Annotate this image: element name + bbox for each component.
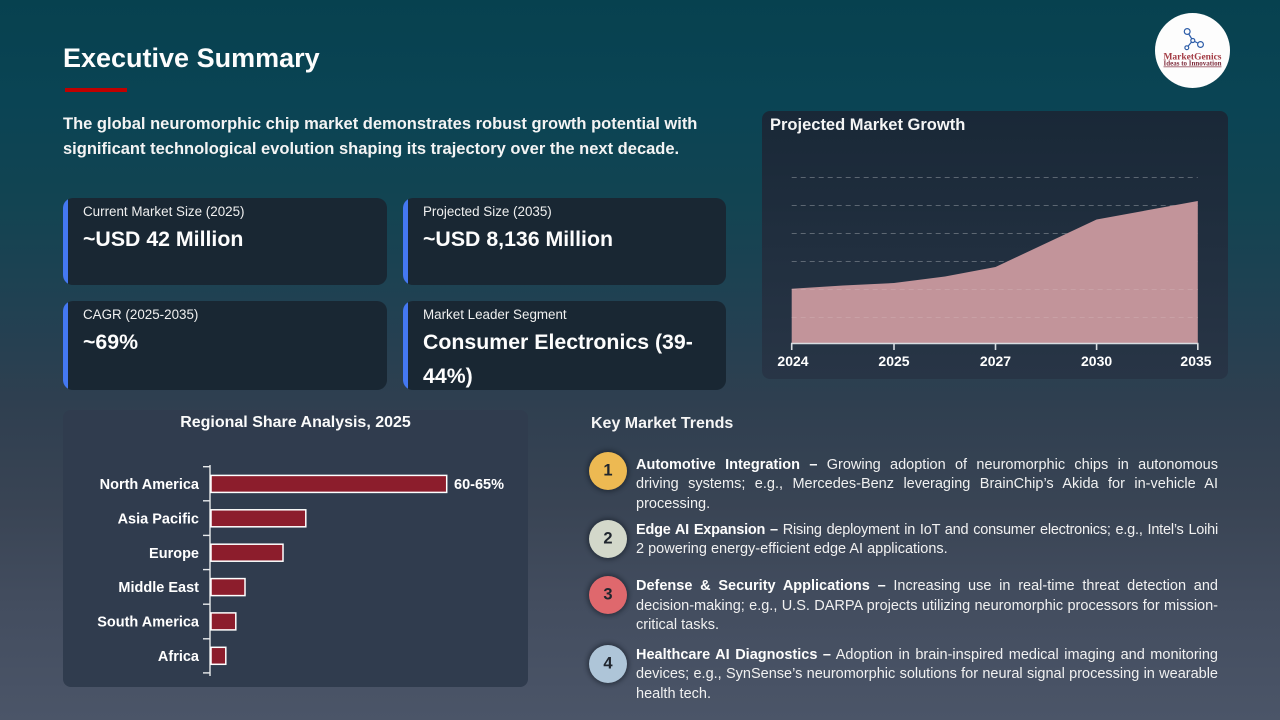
svg-text:MarketGenics: MarketGenics [1163,53,1221,63]
svg-text:Europe: Europe [149,546,199,562]
svg-text:South America: South America [97,615,200,631]
svg-text:2025: 2025 [878,353,909,369]
svg-text:Ideas to Innovation: Ideas to Innovation [1164,60,1222,68]
svg-text:2035: 2035 [1180,353,1211,369]
svg-text:Asia Pacific: Asia Pacific [118,511,199,527]
svg-text:North America: North America [100,477,200,493]
svg-text:60-65%: 60-65% [454,477,504,493]
svg-text:Middle East: Middle East [118,580,199,596]
svg-text:2024: 2024 [777,353,808,369]
svg-text:2027: 2027 [980,353,1011,369]
svg-text:Africa: Africa [158,649,200,665]
svg-text:2030: 2030 [1081,353,1112,369]
